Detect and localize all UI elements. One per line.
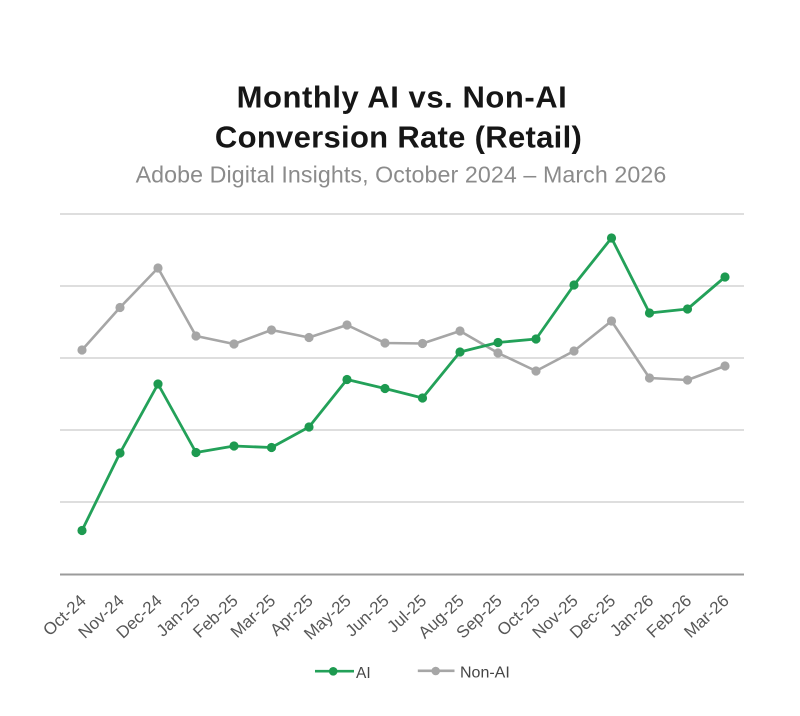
svg-text:Adobe Digital Insights, Octobe: Adobe Digital Insights, October 2024 – M… <box>136 162 667 188</box>
svg-text:AI: AI <box>356 665 371 682</box>
svg-text:Conversion Rate (Retail): Conversion Rate (Retail) <box>215 120 582 155</box>
svg-text:Non-AI: Non-AI <box>460 665 510 682</box>
svg-text:Monthly AI vs. Non-AI: Monthly AI vs. Non-AI <box>237 80 568 115</box>
